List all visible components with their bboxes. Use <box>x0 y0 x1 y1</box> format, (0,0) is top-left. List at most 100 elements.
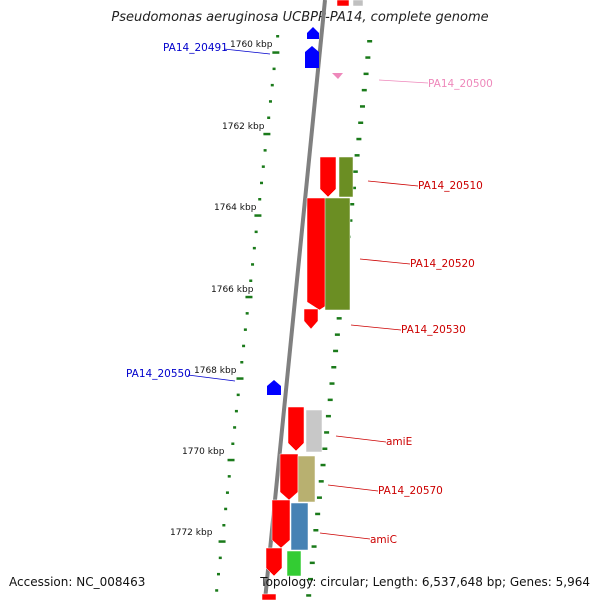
gene-product-bar <box>324 197 351 311</box>
tick-right <box>361 88 367 92</box>
tick-left <box>240 361 244 364</box>
label-leader-line <box>319 532 371 540</box>
tick-right <box>333 349 339 353</box>
gene-feature <box>303 308 319 330</box>
tick-left <box>218 556 222 560</box>
scale-label: 1768 kbp <box>194 366 237 376</box>
topology-value: circular; <box>320 575 369 589</box>
rna-feature <box>332 73 343 79</box>
genome-title: Pseudomonas aeruginosa UCBPP-PA14, compl… <box>111 10 489 25</box>
tick-left <box>276 35 280 38</box>
tick-right <box>356 137 362 141</box>
gene-feature <box>265 547 283 577</box>
tick-right <box>351 186 357 190</box>
gene-label: PA14_20520 <box>410 258 475 270</box>
scale-label: 1762 kbp <box>222 122 265 132</box>
tick-left <box>242 344 246 348</box>
tick-left <box>222 524 226 527</box>
label-leader-line <box>359 258 411 265</box>
label-leader-line <box>378 79 429 84</box>
gene-label: PA14_20500 <box>428 78 493 90</box>
tick-right <box>311 545 317 548</box>
accession-label: Accession: <box>9 575 73 589</box>
gene-product-bar <box>290 502 309 551</box>
length-label: Length: <box>372 575 419 589</box>
label-leader-line <box>327 484 379 492</box>
gene-features <box>261 0 364 600</box>
tick-left <box>268 100 272 103</box>
gene-label: PA14_20530 <box>401 324 466 336</box>
tick-left <box>254 230 258 234</box>
tick-left <box>215 589 219 592</box>
tick-left <box>236 377 244 380</box>
gene-feature-reverse <box>267 380 281 395</box>
label-leader-line <box>367 180 419 187</box>
tick-right <box>363 72 369 76</box>
tick-left <box>224 507 228 511</box>
gene-label: PA14_20491 <box>163 42 228 54</box>
tick-right <box>313 529 319 532</box>
left-tick-track <box>215 35 280 592</box>
tick-right <box>354 154 360 157</box>
label-leader-line <box>223 48 271 55</box>
tick-right <box>306 594 312 597</box>
topology-label: Topology: <box>260 575 317 589</box>
tick-left <box>225 491 229 494</box>
label-leader-line <box>335 435 387 443</box>
gene-label: amiC <box>370 534 397 546</box>
gene-labels: PA14_20491 PA14_20500 PA14_20510 PA14_20520… <box>126 42 493 546</box>
tick-right <box>334 333 340 336</box>
tick-left <box>263 132 271 136</box>
scale-label: 1770 kbp <box>182 447 225 457</box>
gene-feature <box>352 0 364 7</box>
genome-summary: Topology: circular; Length: 6,537,648 bp… <box>260 575 590 589</box>
tick-right <box>325 414 331 418</box>
tick-right <box>327 398 333 402</box>
gene-product-bar <box>297 455 316 503</box>
tick-right <box>320 463 326 467</box>
tick-left <box>270 83 274 87</box>
tick-left <box>233 426 237 429</box>
tick-left <box>234 409 238 413</box>
tick-right <box>331 366 337 369</box>
scale-label: 1760 kbp <box>230 40 273 50</box>
gene-feature <box>287 406 305 452</box>
tick-left <box>227 475 231 478</box>
tick-left <box>272 51 280 54</box>
gene-feature <box>271 499 291 549</box>
tick-right <box>365 56 371 59</box>
tick-left <box>272 67 276 71</box>
label-leaders <box>187 48 429 540</box>
gene-label: PA14_20510 <box>418 180 483 192</box>
tick-left <box>245 312 249 315</box>
tick-right <box>309 561 315 565</box>
tick-right <box>336 317 342 320</box>
tick-right <box>324 431 330 434</box>
tick-left <box>236 393 240 397</box>
scale-labels: 1760 kbp 1762 kbp 1764 kbp 1766 kbp 1768 kbp… <box>170 40 273 538</box>
tick-right <box>359 105 365 108</box>
length-value: 6,537,648 bp; <box>421 575 507 589</box>
label-leader-line <box>187 374 236 382</box>
tick-left <box>231 442 235 445</box>
tick-left <box>252 246 256 250</box>
gene-feature <box>319 156 337 198</box>
gene-label: amiE <box>386 436 412 448</box>
gene-label: PA14_20570 <box>378 485 443 497</box>
accession-value: NC_008463 <box>76 575 146 589</box>
tick-left <box>254 214 262 217</box>
tick-left <box>267 116 271 119</box>
gene-feature <box>261 593 277 600</box>
tick-left <box>218 540 226 543</box>
tick-right <box>329 382 335 385</box>
tick-left <box>227 458 235 462</box>
tick-left <box>216 572 220 576</box>
tick-left <box>261 165 265 168</box>
gene-product-bar <box>286 550 302 577</box>
tick-left <box>243 328 247 331</box>
accession-info: Accession: NC_008463 <box>9 575 145 589</box>
scale-label: 1766 kbp <box>211 285 254 295</box>
scale-label: 1772 kbp <box>170 528 213 538</box>
